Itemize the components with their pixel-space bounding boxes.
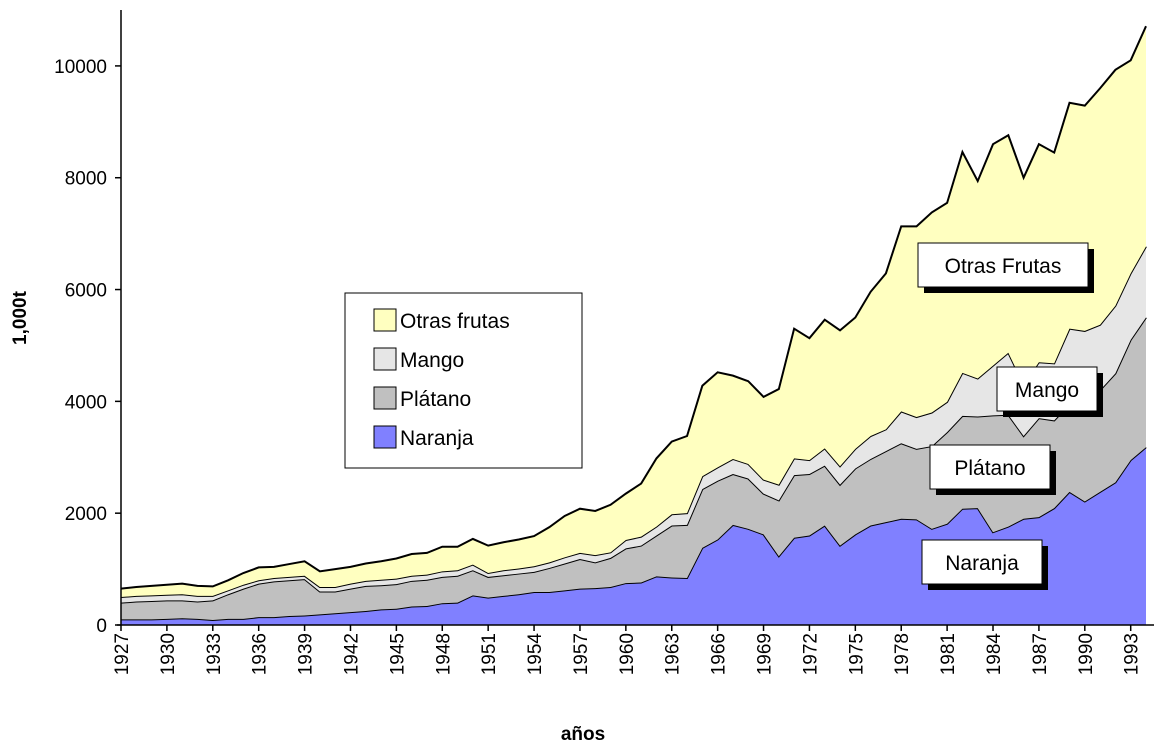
y-tick-label: 6000 <box>65 281 107 302</box>
x-tick-label: 1933 <box>204 633 225 675</box>
area <box>121 246 1146 603</box>
annotation-box <box>929 444 1051 490</box>
x-tick-label: 1942 <box>341 633 362 675</box>
y-tick-label: 4000 <box>65 392 107 413</box>
y-tick-label: 8000 <box>65 169 107 190</box>
annotation-box <box>921 539 1043 585</box>
legend-label: Naranja <box>400 427 474 450</box>
x-tick-label: 1954 <box>525 633 546 676</box>
legend-swatch <box>373 425 397 449</box>
x-axis-label: años <box>561 724 605 741</box>
x-tick-label: 1957 <box>571 633 592 675</box>
x-tick-label: 1951 <box>479 633 500 675</box>
x-tick-label: 1987 <box>1030 633 1051 675</box>
legend-label: Mango <box>400 349 464 372</box>
x-tick-label: 1936 <box>250 633 271 675</box>
x-tick-label: 1963 <box>663 633 684 675</box>
legend-swatch <box>373 308 397 332</box>
x-tick-label: 1969 <box>755 633 776 675</box>
y-axis-label: 1,000t <box>10 290 31 345</box>
x-tick-label: 1945 <box>387 633 408 675</box>
annotation: Mango <box>1015 379 1079 402</box>
annotation: Naranja <box>945 552 1019 575</box>
y-tick-label: 10000 <box>54 57 107 78</box>
x-tick-label: 1993 <box>1122 633 1143 675</box>
area <box>121 447 1146 625</box>
legend-swatch <box>373 386 397 410</box>
x-tick-label: 1948 <box>433 633 454 675</box>
x-tick-label: 1978 <box>892 633 913 675</box>
legend-label: Otras frutas <box>400 310 510 333</box>
x-tick-label: 1939 <box>296 633 317 675</box>
x-tick-label: 1930 <box>158 633 179 675</box>
annotation-box <box>996 366 1098 412</box>
legend-label: Plátano <box>400 388 471 411</box>
y-tick-label: 2000 <box>65 504 107 525</box>
x-tick-label: 1984 <box>984 633 1005 676</box>
legend-swatch <box>373 347 397 371</box>
y-tick-label: 0 <box>96 616 107 637</box>
annotation-box <box>917 242 1089 288</box>
annotation: Otras Frutas <box>945 255 1062 278</box>
x-tick-label: 1927 <box>112 633 133 675</box>
x-tick-label: 1960 <box>617 633 638 675</box>
x-tick-label: 1966 <box>709 633 730 675</box>
x-tick-label: 1975 <box>846 633 867 675</box>
x-tick-label: 1990 <box>1076 633 1097 675</box>
area-line <box>120 25 1147 590</box>
annotation: Plátano <box>954 457 1025 480</box>
x-tick-label: 1981 <box>938 633 959 675</box>
area <box>121 26 1146 598</box>
x-tick-label: 1972 <box>800 633 821 675</box>
